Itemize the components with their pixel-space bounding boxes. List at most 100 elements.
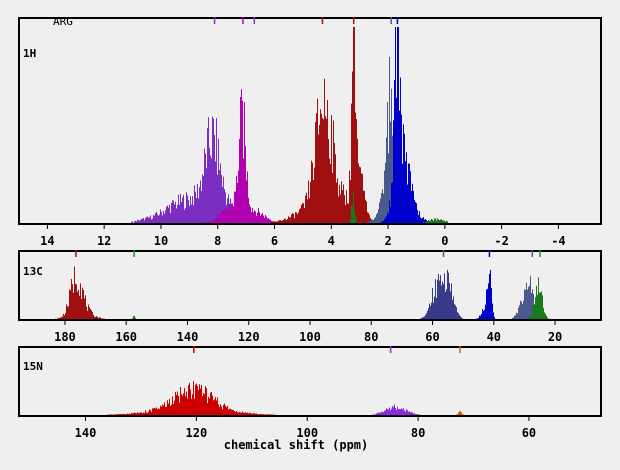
chart-title: ARG: [53, 15, 73, 28]
histogram-bar: [425, 221, 426, 223]
x-tick-label: 100: [299, 330, 321, 344]
histogram-bar: [515, 315, 516, 319]
histogram-bar: [314, 167, 315, 223]
histogram-bar: [248, 197, 249, 223]
histogram-bar: [423, 221, 424, 223]
histogram-bar: [76, 284, 77, 319]
histogram-bar: [406, 152, 407, 223]
histogram-bar: [150, 215, 151, 223]
histogram-bar: [241, 412, 242, 415]
histogram-bar: [382, 412, 383, 415]
histogram-bar: [229, 408, 230, 415]
histogram-bar: [266, 414, 267, 415]
histogram-bar: [281, 220, 282, 223]
histogram-bar: [388, 409, 389, 415]
histogram-bar: [279, 220, 280, 223]
histogram-bar: [535, 297, 536, 319]
histogram-bar: [480, 315, 481, 319]
histogram-bar: [135, 317, 136, 319]
histogram-bar: [251, 212, 252, 223]
histogram-bar: [223, 404, 224, 415]
histogram-bar: [444, 220, 445, 223]
histogram-bar: [419, 211, 420, 223]
histogram-bar: [484, 309, 485, 319]
histogram-bar: [448, 272, 449, 319]
histogram-bar: [293, 213, 294, 223]
histogram-bar: [164, 402, 165, 415]
histogram-bar: [172, 200, 173, 223]
histogram-bar: [277, 221, 278, 223]
histogram-bar: [78, 289, 79, 319]
histogram-bar: [326, 118, 327, 223]
histogram-bar: [408, 163, 409, 223]
histogram-bar: [486, 289, 487, 319]
histogram-bar: [382, 221, 383, 223]
histogram-bar: [177, 391, 178, 415]
histogram-bar: [234, 191, 235, 223]
shift-marker: [321, 17, 324, 24]
histogram-bar: [222, 209, 223, 223]
histogram-bar: [421, 218, 422, 223]
histogram-bar: [439, 280, 440, 319]
histogram-bar: [325, 116, 326, 223]
histogram-bar: [199, 384, 200, 415]
histogram-bar: [477, 318, 478, 319]
histogram-bar: [289, 217, 290, 223]
histogram-bar: [94, 316, 95, 319]
histogram-bar: [254, 210, 255, 223]
histogram-bar: [83, 289, 84, 319]
histogram-bar: [323, 119, 324, 223]
histogram-bar: [437, 218, 438, 223]
x-tick-label: 20: [548, 330, 562, 344]
histogram-bar: [157, 214, 158, 223]
histogram-bar: [228, 409, 229, 415]
histogram-bar: [65, 313, 66, 319]
histogram-bar: [63, 313, 64, 319]
histogram-bar: [447, 221, 448, 223]
histogram-bar: [260, 414, 261, 415]
histogram-bar: [209, 147, 210, 223]
histogram-bar: [528, 318, 529, 319]
histogram-bar: [417, 209, 418, 223]
histogram-bar: [267, 414, 268, 415]
histogram-bar: [246, 412, 247, 415]
histogram-bar: [285, 218, 286, 223]
histogram-bar: [388, 213, 389, 223]
shift-marker: [396, 17, 399, 24]
histogram-bar: [268, 218, 269, 223]
histogram-bar: [370, 220, 371, 223]
histogram-bar: [214, 219, 215, 223]
histogram-bar: [413, 413, 414, 415]
histogram-bar: [275, 221, 276, 223]
histogram-bar: [385, 410, 386, 415]
histogram-bar: [532, 289, 533, 319]
histogram-bar: [451, 283, 452, 319]
x-tick-label: 12: [97, 234, 111, 248]
histogram-bar: [383, 193, 384, 223]
histogram-bar: [235, 411, 236, 415]
histogram-bar: [62, 316, 63, 319]
histogram-bar: [395, 407, 396, 415]
histogram-bar: [176, 394, 177, 415]
histogram-bar: [379, 202, 380, 223]
histogram-bar: [243, 158, 244, 223]
histogram-bar: [331, 115, 332, 223]
histogram-bar: [206, 221, 207, 223]
histogram-bar: [97, 316, 98, 319]
histogram-bar: [191, 398, 192, 415]
histogram-bar: [225, 209, 226, 223]
histogram-bar: [374, 414, 375, 415]
shift-marker: [390, 17, 392, 24]
panel-1h-frame: [18, 17, 602, 225]
histogram-bar: [212, 221, 213, 223]
histogram-bar: [239, 411, 240, 415]
histogram-bar: [150, 410, 151, 415]
histogram-bar: [170, 212, 171, 223]
x-tick-label: 0: [441, 234, 448, 248]
histogram-bar: [159, 409, 160, 415]
histogram-bar: [145, 410, 146, 415]
histogram-bar: [155, 408, 156, 415]
histogram-bar: [327, 100, 328, 223]
histogram-bar: [479, 315, 480, 319]
histogram-bar: [219, 218, 220, 223]
